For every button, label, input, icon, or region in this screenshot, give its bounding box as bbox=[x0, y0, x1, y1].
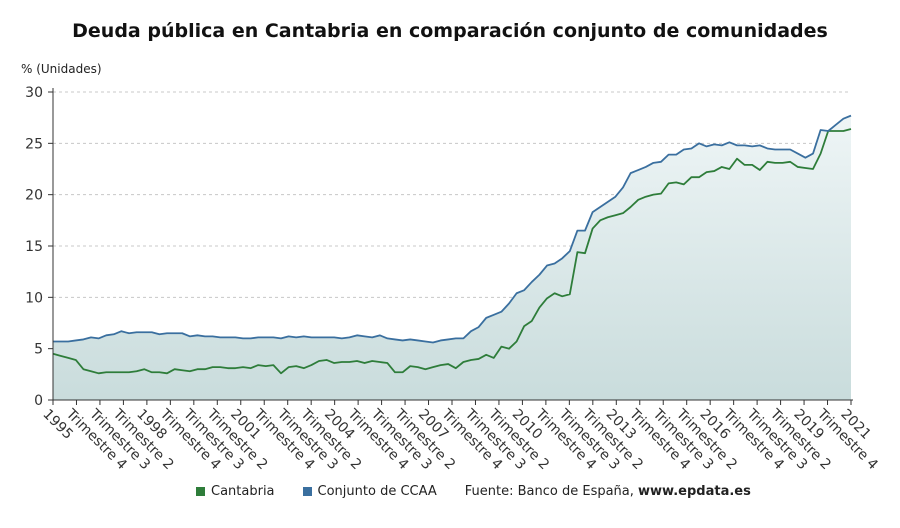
y-tick-label: 5 bbox=[34, 342, 43, 358]
source-prefix: Fuente: Banco de España, bbox=[464, 484, 639, 499]
y-axis-unit-label: % (Unidades) bbox=[21, 62, 102, 76]
area-fill bbox=[53, 115, 851, 401]
chart-title: Deuda pública en Cantabria en comparació… bbox=[72, 20, 828, 42]
y-tick-label: 20 bbox=[25, 188, 43, 204]
y-tick-label: 30 bbox=[25, 85, 43, 101]
legend-item-cantabria[interactable]: Cantabria bbox=[196, 484, 275, 499]
legend-swatch-ccaa bbox=[302, 487, 312, 496]
axes bbox=[48, 88, 853, 405]
legend-label-ccaa: Conjunto de CCAA bbox=[317, 484, 437, 499]
legend-swatch-cantabria bbox=[196, 487, 205, 496]
area-fill-path bbox=[53, 115, 851, 401]
y-tick-label: 0 bbox=[34, 393, 43, 409]
y-tick-labels: 0 5 10 15 20 25 30 bbox=[25, 85, 43, 409]
series-line-cantabria[interactable] bbox=[52, 128, 852, 375]
source-link[interactable]: www.epdata.es bbox=[638, 484, 751, 499]
legend-label-cantabria: Cantabria bbox=[211, 484, 275, 499]
y-tick-label: 10 bbox=[25, 290, 43, 306]
source-note: Fuente: Banco de España, www.epdata.es bbox=[465, 484, 751, 499]
y-tick-label: 25 bbox=[25, 136, 43, 152]
legend-item-ccaa[interactable]: Conjunto de CCAA bbox=[302, 484, 437, 499]
series-line-ccaa[interactable] bbox=[53, 114, 852, 344]
legend: Cantabria Conjunto de CCAA Fuente: Banco… bbox=[196, 484, 751, 499]
series-lines bbox=[52, 114, 852, 375]
y-tick-label: 15 bbox=[25, 239, 43, 255]
